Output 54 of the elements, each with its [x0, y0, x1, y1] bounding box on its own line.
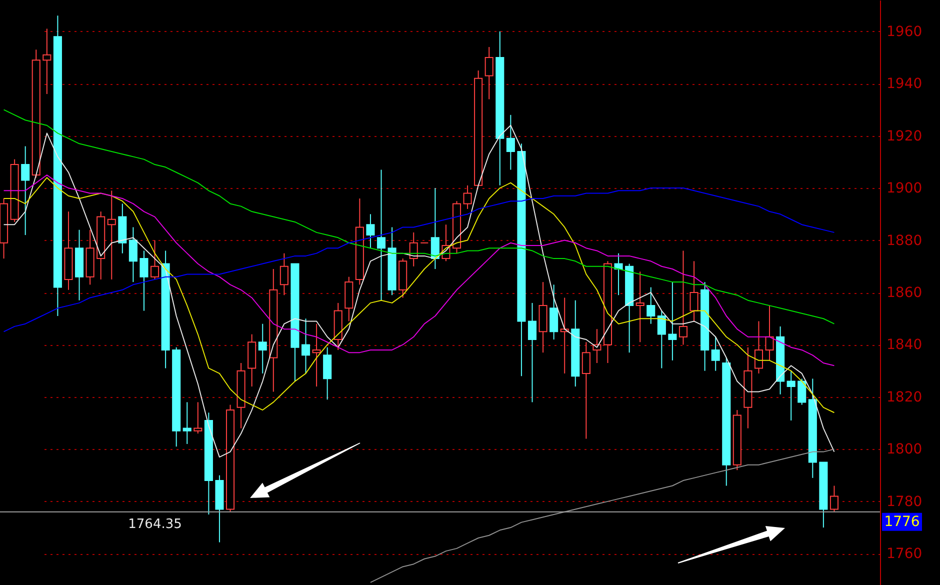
candlestick: [430, 188, 440, 270]
candlestick: [657, 310, 666, 369]
candlestick: [528, 302, 537, 403]
candlestick: [678, 250, 688, 346]
candlestick: [582, 342, 590, 440]
candlestick: [366, 214, 375, 249]
y-tick-label: 1860: [886, 285, 922, 301]
line-series: [3, 174, 835, 366]
y-tick-label: 1900: [886, 180, 922, 197]
candlestick: [312, 323, 321, 388]
line-series: [3, 177, 835, 414]
candlestick: [301, 318, 310, 374]
candlestick: [194, 402, 202, 434]
candlestick: [258, 323, 267, 374]
candlestick: [323, 346, 332, 400]
candlestick: [636, 271, 644, 343]
line-series: [3, 109, 835, 324]
line-series: [370, 448, 835, 583]
candlestick: [182, 402, 192, 444]
candlestick: [614, 252, 623, 296]
y-tick-label: 1880: [886, 232, 922, 249]
candlestick: [42, 28, 52, 95]
candlestick: [550, 284, 558, 340]
y-tick-label: 1780: [886, 494, 922, 510]
y-tick-label: 1920: [886, 128, 922, 144]
candlestick: [280, 252, 288, 296]
candlestick: [484, 46, 494, 100]
candlestick: [140, 250, 148, 312]
candlestick: [754, 320, 764, 374]
annotation: 1764.35: [128, 517, 182, 532]
candlestick: [798, 378, 806, 406]
y-tick-label: 1760: [886, 546, 922, 562]
candlestick: [150, 240, 160, 280]
candlestick: [107, 190, 116, 280]
candlestick: [830, 485, 838, 512]
candlestick: [506, 114, 515, 170]
y-tick-label: 1800: [886, 442, 922, 458]
y-tick-label: 1840: [886, 337, 922, 354]
y-tick-label: 1940: [886, 76, 922, 92]
candlestick: [376, 169, 386, 301]
candlestick: [668, 282, 677, 361]
line-series: [3, 188, 835, 332]
y-tick-label: 1820: [886, 389, 922, 406]
candlestick: [711, 336, 720, 372]
candlestick: [765, 305, 774, 361]
candlestick: [646, 286, 656, 324]
candlestick: [128, 226, 138, 283]
candlestick: [463, 184, 472, 210]
line-series: [3, 124, 835, 458]
y-tick-label: 1960: [886, 24, 922, 40]
candlestick: [786, 370, 796, 421]
candlestick: [21, 146, 30, 236]
ref-line-label: 1776: [884, 514, 920, 530]
candlestick: [690, 260, 698, 322]
